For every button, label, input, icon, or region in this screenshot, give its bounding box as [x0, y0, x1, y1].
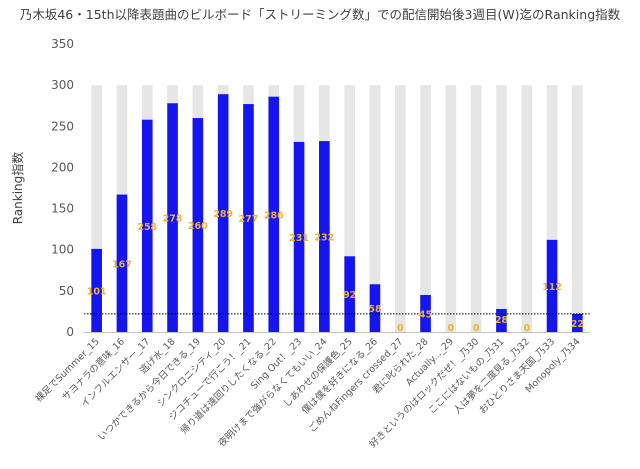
data-label: 277 — [239, 214, 259, 225]
bar — [319, 141, 330, 332]
bar — [420, 294, 431, 332]
y-tick-label: 350 — [51, 37, 74, 51]
data-label: 22 — [571, 319, 584, 330]
data-label: 0 — [523, 323, 530, 334]
background-bar — [521, 85, 533, 333]
data-label: 92 — [343, 290, 356, 301]
bar — [243, 104, 254, 332]
bar — [116, 194, 128, 332]
data-label: 112 — [542, 282, 562, 293]
bar — [546, 239, 558, 332]
data-label: 58 — [368, 304, 382, 315]
y-axis-label: Ranking指数 — [10, 152, 25, 225]
background-bar — [420, 85, 431, 333]
background-bar — [445, 85, 457, 333]
data-label: 232 — [314, 233, 334, 244]
y-tick-label: 200 — [51, 160, 74, 174]
background-bar — [496, 85, 507, 333]
y-tick-label: 300 — [51, 78, 74, 92]
data-label: 0 — [397, 323, 404, 334]
bar — [572, 313, 583, 332]
background-bar — [470, 85, 482, 333]
data-label: 278 — [163, 214, 183, 225]
data-label: 286 — [264, 210, 284, 221]
data-label: 101 — [87, 286, 107, 297]
bar — [293, 141, 305, 332]
data-label: 0 — [473, 323, 480, 334]
bar — [496, 308, 507, 332]
y-tick-label: 150 — [51, 202, 74, 216]
bar — [141, 119, 153, 333]
chart-title: 乃木坂46・15th以降表題曲のビルボード「ストリーミング数」での配信開始後3週… — [19, 7, 621, 22]
bar — [91, 248, 102, 332]
data-label: 258 — [137, 222, 157, 233]
background-bar — [546, 85, 558, 333]
y-tick-label: 0 — [66, 325, 74, 339]
bar — [217, 94, 229, 333]
data-label: 231 — [289, 233, 309, 244]
background-bar — [344, 85, 355, 333]
background-bar — [572, 85, 583, 333]
background-bar — [394, 85, 406, 333]
y-tick-label: 250 — [51, 119, 74, 133]
y-tick-label: 100 — [51, 243, 74, 257]
bar — [369, 284, 381, 332]
background-bar — [91, 85, 102, 333]
value-bars — [91, 94, 583, 333]
background-bars — [91, 85, 583, 333]
bar — [192, 118, 204, 332]
bar — [344, 256, 355, 332]
data-label: 45 — [419, 309, 432, 320]
data-label: 260 — [188, 221, 208, 232]
data-label: 167 — [112, 259, 132, 270]
bar — [268, 96, 280, 332]
bar — [167, 103, 178, 332]
data-label: 0 — [448, 323, 455, 334]
data-labels: 101 167 258 278 260 289 277 286 231 232 92 58 0 45 0 0 2… — [87, 209, 584, 334]
data-label: 289 — [213, 209, 233, 220]
background-bar — [369, 85, 381, 333]
y-tick-label: 50 — [59, 284, 74, 298]
data-label: 28 — [495, 315, 509, 326]
axes — [84, 313, 590, 333]
